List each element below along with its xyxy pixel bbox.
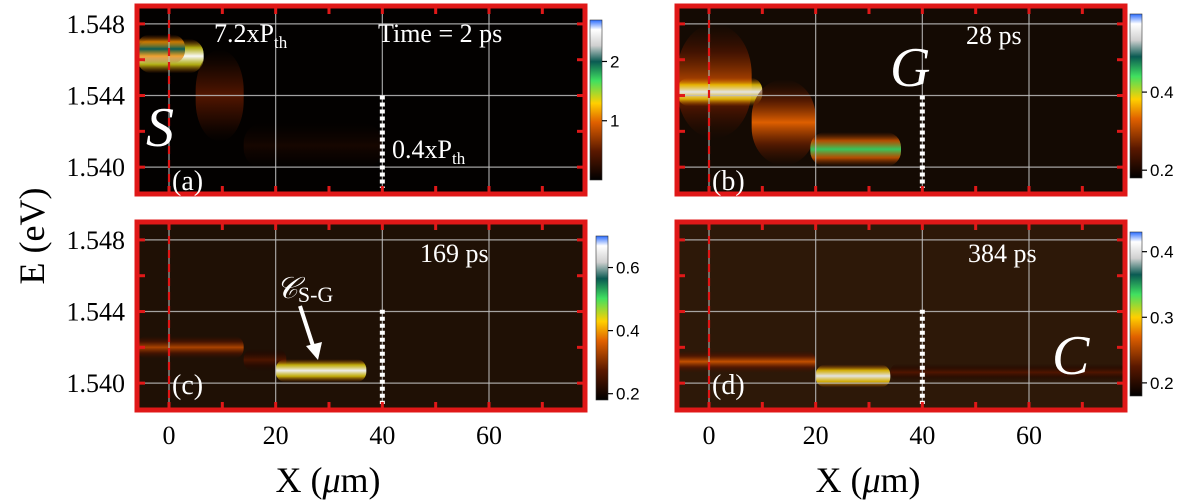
y-tick-label: 1.540 [67, 369, 126, 398]
panel-a-grid [137, 6, 585, 194]
x-tick-label: 20 [263, 421, 289, 450]
colorbar-tick-label: 1 [610, 112, 619, 131]
panel-c-label: (c) [172, 370, 203, 401]
panel-d-annotations: 384 ps C (d) [712, 239, 1090, 401]
intensity-blob [275, 359, 367, 383]
panel-b-intensity [677, 23, 901, 167]
panel-b-label: (b) [712, 166, 745, 197]
panel-b-time: 28 ps [966, 21, 1022, 50]
intensity-blob [890, 363, 1125, 381]
y-tick-label: 1.544 [67, 298, 126, 327]
colorbar-gradient [1129, 13, 1143, 179]
panel-c-colorbar: 0.2 0.4 0.6 [595, 235, 640, 404]
intensity-blob [677, 77, 763, 107]
panel-c-arrow-head [306, 342, 322, 360]
colorbar-tick-label: 2 [610, 52, 619, 71]
colorbar-gradient [589, 19, 603, 181]
panel-b-annotations: 28 ps G (b) [712, 21, 1022, 197]
intensity-blob [815, 364, 891, 388]
y-tick-label: 1.544 [67, 82, 126, 111]
power-right-sub: th [452, 149, 466, 168]
panel-a-power-right: 0.4xPth [392, 135, 466, 168]
colorbar-tick-label: 0.2 [1150, 374, 1174, 393]
x-tick-label: 60 [1016, 421, 1042, 450]
colorbar-tick-label: 0.3 [1150, 308, 1174, 327]
panel-d: 0.2 0.3 0.4 [674, 219, 1174, 413]
panel-a-letter: S [146, 97, 174, 159]
x-title-mu: μ [321, 460, 340, 500]
panel-b-letter: G [890, 37, 930, 99]
panel-b-colorbar: 0.2 0.4 [1129, 13, 1174, 180]
panel-d-colorbar: 0.2 0.3 0.4 [1129, 231, 1174, 397]
x-title-main: X ( [275, 460, 322, 500]
x-title-end: m) [881, 460, 921, 500]
colorbar-tick-label: 0.2 [1150, 161, 1174, 180]
panel-b: 0.2 0.4 [674, 3, 1174, 197]
panel-c-time: 169 ps [420, 239, 489, 268]
x-title-main: X ( [815, 460, 862, 500]
csg-sub: S-G [298, 282, 334, 307]
colorbar-gradient [1129, 231, 1143, 397]
panel-c-frame [134, 219, 588, 413]
panel-c-csg-label: 𝒞S-G [276, 272, 333, 307]
y-tick-label: 1.548 [67, 226, 126, 255]
panel-b-grid [677, 6, 1125, 194]
x-tick-label: 40 [909, 421, 935, 450]
x-title-end: m) [341, 460, 381, 500]
colorbar-tick-label: 0.6 [616, 259, 640, 278]
panel-a-time: Time = 2 ps [378, 19, 502, 48]
panel-c: 0.2 0.4 0.6 [134, 219, 640, 413]
x-tick-label: 0 [163, 421, 176, 450]
panel-c-background [137, 222, 585, 410]
intensity-blob [243, 122, 383, 169]
y-tick-label: 1.540 [67, 153, 126, 182]
x-title-mu: μ [861, 460, 880, 500]
y-tick-labels: 1.540 1.544 1.548 1.540 1.544 1.548 [67, 10, 126, 398]
x-tick-label: 60 [476, 421, 502, 450]
y-axis-title: E (eV) [12, 188, 52, 285]
panel-d-letter: C [1052, 325, 1090, 387]
intensity-blob [751, 79, 816, 166]
panel-b-frame [674, 3, 1128, 197]
intensity-blob [137, 335, 244, 359]
panel-a-power-left: 7.2xPth [214, 19, 288, 52]
colorbar-tick-label: 0.4 [1150, 243, 1174, 262]
panel-a-colorbar: 12 [589, 19, 619, 181]
panel-a: 12 [134, 3, 619, 197]
power-right-text: 0.4xP [392, 135, 452, 164]
power-left-text: 7.2xP [214, 19, 274, 48]
panel-d-time: 384 ps [968, 239, 1037, 268]
panel-d-intensity [677, 350, 1125, 388]
intensity-blob [810, 132, 901, 167]
panel-c-annotations: 169 ps 𝒞S-G (c) [172, 239, 489, 401]
power-left-sub: th [274, 33, 288, 52]
x-tick-label: 0 [703, 421, 716, 450]
panel-a-label: (a) [172, 166, 203, 197]
panel-d-grid [677, 222, 1125, 410]
x-tick-labels: 0 20 40 60 0 20 40 60 [163, 421, 1043, 450]
colorbar-tick-label: 0.2 [616, 385, 640, 404]
panel-a-annotations: 7.2xPth Time = 2 ps 0.4xPth S (a) [146, 19, 502, 197]
x-tick-label: 40 [369, 421, 395, 450]
colorbar-tick-label: 0.4 [616, 322, 640, 341]
colorbar-gradient [595, 235, 609, 401]
x-axis-title-left: X (μm) [275, 460, 380, 500]
panel-d-label: (d) [712, 370, 745, 401]
intensity-blob [677, 350, 816, 374]
intensity-blob [137, 34, 185, 64]
panel-d-frame [674, 219, 1128, 413]
y-tick-label: 1.548 [67, 10, 126, 39]
x-axis-title-right: X (μm) [815, 460, 920, 500]
x-tick-label: 20 [803, 421, 829, 450]
panel-c-arrow-shaft [298, 305, 315, 347]
panel-a-frame [134, 3, 588, 197]
colorbar-tick-label: 0.4 [1150, 83, 1174, 102]
